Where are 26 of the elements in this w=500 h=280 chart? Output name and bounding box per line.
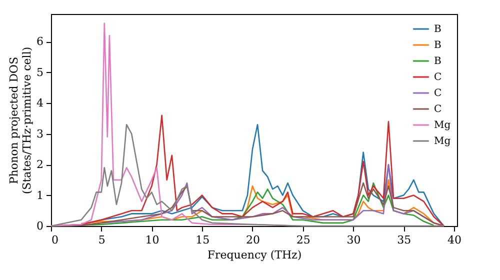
legend-label: Mg xyxy=(434,120,452,131)
x-tick-label: 35 xyxy=(397,234,412,246)
legend-label: B xyxy=(434,56,442,67)
y-tick-label: 1 xyxy=(36,188,44,202)
y-axis-title: Phonon projected DOS (States/THz·primitive cell) xyxy=(8,46,34,194)
x-tick-label: 10 xyxy=(145,234,160,246)
y-tick-label: 2 xyxy=(36,158,44,172)
y-tick-label: 5 xyxy=(36,66,44,79)
x-tick-label: 30 xyxy=(346,234,361,246)
y-tick-label: 3 xyxy=(36,127,44,140)
y-tick-label: 0 xyxy=(36,220,44,232)
x-tick-label: 25 xyxy=(296,234,310,246)
y-tick-label: 6 xyxy=(36,35,44,48)
x-axis-title: Frequency (THz) xyxy=(207,248,302,262)
x-tick-label: 40 xyxy=(447,234,462,246)
legend-label: C xyxy=(434,88,442,99)
legend-label: B xyxy=(434,40,442,51)
x-tick-label: 5 xyxy=(98,234,106,246)
x-tick-label: 20 xyxy=(246,234,260,246)
legend-label: Mg xyxy=(434,136,452,147)
legend-label: C xyxy=(434,104,442,115)
x-tick-label: 0 xyxy=(52,234,58,246)
x-tick-label: 15 xyxy=(196,234,210,246)
legend-label: C xyxy=(434,72,442,83)
y-tick-label: 4 xyxy=(36,96,44,110)
legend-label: B xyxy=(434,24,442,35)
